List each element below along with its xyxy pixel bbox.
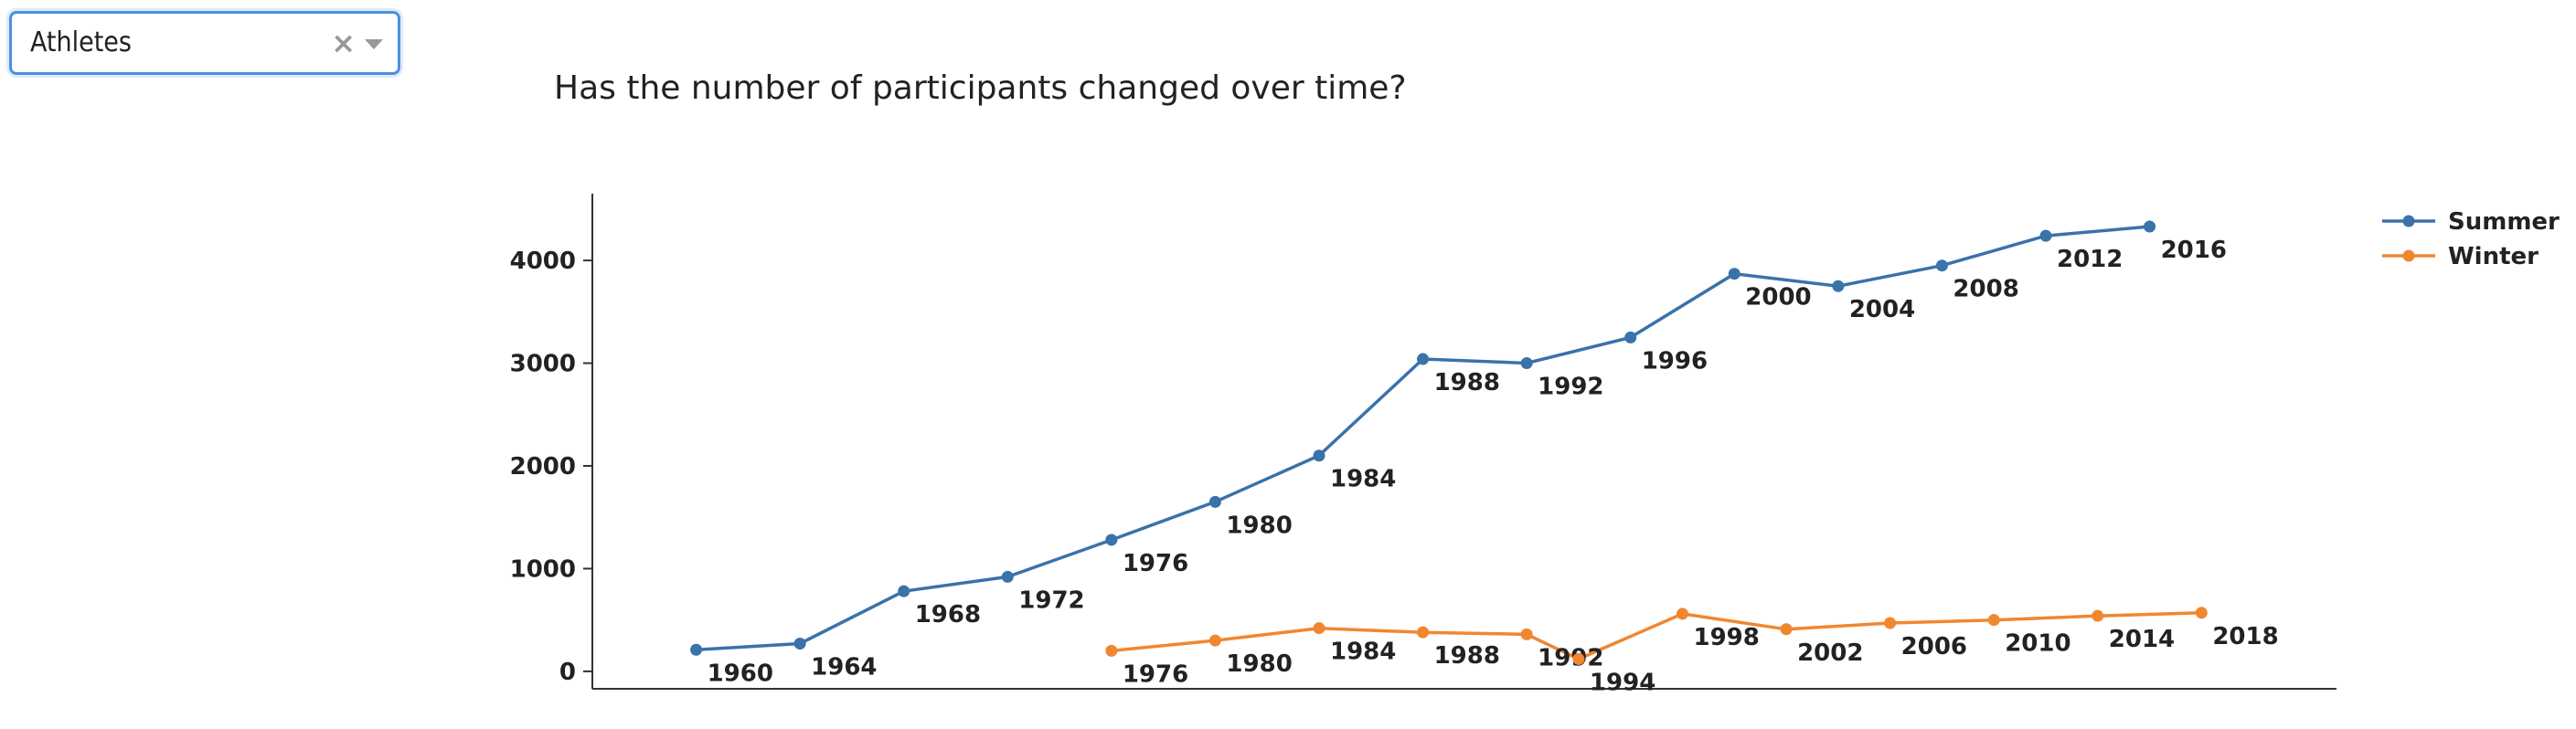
data-label: 1984 bbox=[1330, 639, 1396, 666]
data-label: 2012 bbox=[2057, 246, 2123, 273]
data-point[interactable] bbox=[1105, 534, 1118, 546]
data-point[interactable] bbox=[1001, 570, 1014, 583]
data-label: 2006 bbox=[1901, 633, 1967, 660]
clear-icon[interactable]: × bbox=[331, 26, 356, 60]
data-label: 1988 bbox=[1434, 642, 1500, 670]
y-tick-label: 4000 bbox=[510, 248, 576, 275]
legend-swatch-marker bbox=[2402, 249, 2415, 262]
data-label: 1992 bbox=[1538, 644, 1603, 671]
data-point[interactable] bbox=[2195, 607, 2208, 619]
data-point[interactable] bbox=[1728, 268, 1740, 280]
data-label: 1976 bbox=[1123, 660, 1188, 688]
data-point[interactable] bbox=[1572, 652, 1585, 665]
data-point[interactable] bbox=[1624, 331, 1637, 343]
legend-swatch-marker bbox=[2402, 215, 2415, 227]
data-label: 1992 bbox=[1538, 374, 1603, 401]
y-tick-label: 2000 bbox=[510, 453, 576, 481]
data-label: 2010 bbox=[2005, 630, 2070, 658]
data-label: 1980 bbox=[1226, 650, 1292, 678]
data-point[interactable] bbox=[1208, 495, 1221, 508]
data-label: 1998 bbox=[1694, 624, 1760, 651]
data-point[interactable] bbox=[1935, 259, 1948, 272]
data-point[interactable] bbox=[1313, 622, 1325, 635]
data-point[interactable] bbox=[690, 643, 703, 656]
data-point[interactable] bbox=[2039, 229, 2052, 242]
data-point[interactable] bbox=[1520, 357, 1533, 370]
data-label: 2018 bbox=[2212, 623, 2278, 650]
data-label: 2002 bbox=[1797, 639, 1863, 667]
data-point[interactable] bbox=[793, 638, 806, 650]
legend-label: Winter bbox=[2448, 243, 2539, 270]
data-point[interactable] bbox=[898, 585, 910, 597]
data-label: 2016 bbox=[2161, 237, 2227, 264]
series-layer: 1960 1964 1968 1972 1976 1980 1984 1988 1992 1996… bbox=[690, 220, 2279, 696]
data-label: 2008 bbox=[1953, 276, 2018, 303]
data-point[interactable] bbox=[1780, 623, 1793, 636]
y-tick-label: 0 bbox=[559, 659, 576, 686]
dropdown-selected-value: Athletes bbox=[30, 26, 132, 58]
data-label: 1988 bbox=[1434, 369, 1500, 396]
y-tick-label: 1000 bbox=[510, 555, 576, 583]
data-label: 1980 bbox=[1226, 512, 1292, 539]
data-point[interactable] bbox=[1520, 628, 1533, 640]
data-label: 1960 bbox=[708, 660, 773, 687]
data-label: 1968 bbox=[915, 601, 981, 629]
legend-label: Summer bbox=[2448, 208, 2560, 236]
data-label: 2004 bbox=[1849, 296, 1915, 323]
data-label: 1964 bbox=[811, 654, 877, 681]
data-point[interactable] bbox=[1313, 449, 1325, 462]
chart-question: Has the number of participants changed o… bbox=[554, 69, 1407, 107]
y-tick-label: 3000 bbox=[510, 351, 576, 378]
data-label: 2000 bbox=[1745, 284, 1811, 312]
legend-item-summer[interactable]: Summer bbox=[2382, 208, 2560, 236]
data-point[interactable] bbox=[1105, 644, 1118, 657]
data-label: 1996 bbox=[1642, 347, 1708, 375]
legend-item-winter[interactable]: Winter bbox=[2382, 243, 2539, 270]
data-label: 1972 bbox=[1018, 586, 1084, 614]
data-point[interactable] bbox=[1832, 280, 1845, 292]
data-point[interactable] bbox=[1677, 608, 1688, 620]
data-point[interactable] bbox=[1208, 634, 1221, 647]
data-point[interactable] bbox=[1987, 614, 2000, 627]
chart-legend[interactable]: Summer Winter bbox=[2382, 208, 2560, 270]
data-point[interactable] bbox=[2144, 220, 2156, 233]
data-label: 1994 bbox=[1590, 669, 1655, 696]
data-label: 2014 bbox=[2109, 626, 2175, 653]
chevron-down-icon[interactable] bbox=[365, 39, 383, 49]
chart-axes: 0 1000 2000 3000 4000 bbox=[510, 194, 2336, 690]
series-line-winter bbox=[1111, 611, 2202, 661]
data-label: 1976 bbox=[1123, 550, 1188, 577]
data-point[interactable] bbox=[2092, 609, 2104, 622]
metric-dropdown[interactable]: Athletes × bbox=[9, 11, 400, 75]
data-point[interactable] bbox=[1417, 353, 1430, 365]
series-summer: 1960 1964 1968 1972 1976 1980 1984 1988 1992 1996… bbox=[690, 220, 2227, 687]
data-point[interactable] bbox=[1417, 626, 1430, 639]
data-point[interactable] bbox=[1884, 617, 1897, 629]
series-line-summer bbox=[696, 225, 2150, 652]
data-label: 1984 bbox=[1330, 466, 1396, 493]
